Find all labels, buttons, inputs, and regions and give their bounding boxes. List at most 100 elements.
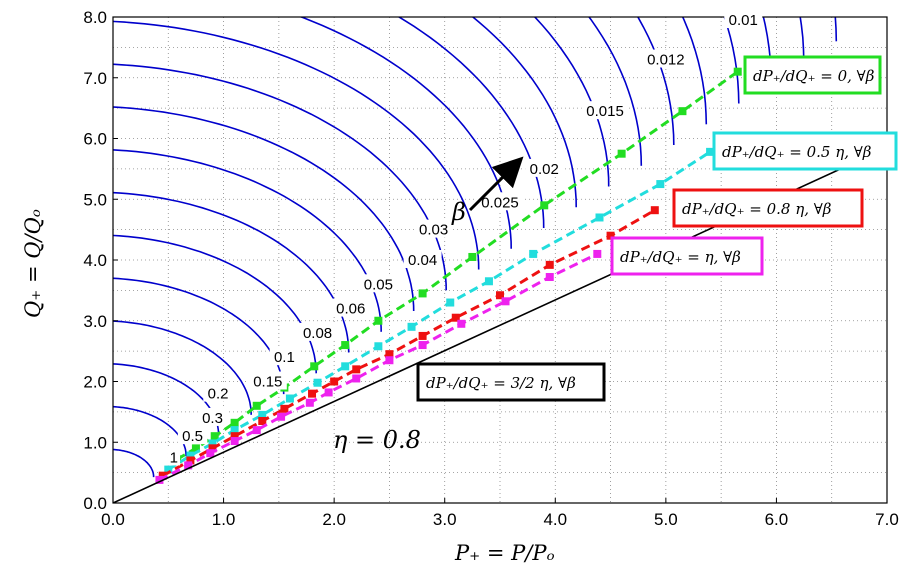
series-marker — [341, 341, 350, 350]
contour-line — [113, 320, 252, 415]
legend-box-text-magenta: dP₊/dQ₊ = η, ∀β — [620, 248, 741, 266]
contour-label: 0.03 — [419, 222, 448, 239]
series-marker — [606, 231, 615, 240]
series-marker — [457, 319, 466, 328]
legend-box-red — [672, 188, 864, 228]
contour-line — [681, 17, 708, 125]
series-marker — [484, 277, 493, 286]
contour-label: 0.015 — [586, 103, 624, 120]
contour-label-bg — [724, 10, 763, 29]
legend-box-magenta — [610, 236, 764, 276]
contour-line — [533, 17, 610, 187]
series-marker — [733, 67, 742, 76]
series-marker — [385, 350, 394, 359]
legend-box-text-cyan: dP₊/dQ₊ = 0.5 η, ∀β — [722, 143, 872, 161]
series-marker — [706, 147, 715, 156]
contour-label: 1 — [170, 449, 178, 466]
series-marker — [208, 444, 217, 453]
contour-label-bg — [167, 447, 181, 466]
series-marker — [208, 439, 217, 448]
contour-label: 0.3 — [202, 410, 223, 427]
contour-label: 0.15 — [253, 374, 282, 391]
contour-label-bg — [414, 219, 453, 238]
series-marker — [230, 432, 239, 441]
x-tick-label: 3.0 — [433, 510, 457, 529]
x-tick-label: 6.0 — [765, 510, 789, 529]
contour-label: 0.012 — [647, 52, 685, 69]
series-marker — [308, 389, 317, 398]
series-marker — [191, 444, 200, 453]
series-marker — [656, 180, 665, 189]
beta-arrow — [468, 156, 524, 212]
series-marker — [277, 412, 286, 421]
series-marker — [418, 331, 427, 340]
legend-box-black — [416, 362, 606, 402]
series-marker — [230, 418, 239, 427]
legend-box-cyan — [712, 131, 898, 171]
contour-label: 0.05 — [364, 276, 393, 293]
series-marker — [184, 461, 193, 470]
legend-box-green — [743, 55, 882, 95]
series-marker — [678, 107, 687, 116]
series-marker — [258, 416, 267, 425]
y-tick-label: 6.0 — [83, 130, 107, 149]
beta-label: β — [451, 198, 466, 226]
legend-box-text-red: dP₊/dQ₊ = 0.8 η, ∀β — [682, 200, 832, 218]
contour-line — [471, 17, 577, 208]
series-marker — [418, 289, 427, 298]
series-marker — [155, 475, 164, 484]
series-marker — [468, 252, 477, 261]
series-marker — [540, 201, 549, 210]
y-tick-label: 5.0 — [83, 190, 107, 209]
series-marker — [252, 401, 261, 410]
series-marker — [595, 213, 604, 222]
contour-line — [113, 20, 480, 270]
legend-box-text-green: dP₊/dQ₊ = 0, ∀β — [753, 67, 875, 85]
contour-label: 0.025 — [481, 194, 519, 211]
series-marker — [352, 374, 361, 383]
series-marker — [330, 377, 339, 386]
contour-label-bg — [642, 49, 690, 68]
contour-line — [113, 106, 415, 312]
series-marker — [313, 378, 322, 387]
contour-line — [397, 17, 545, 229]
series-marker — [385, 356, 394, 365]
x-tick-label: 2.0 — [322, 510, 346, 529]
contour-line — [636, 17, 675, 146]
contour-label: 0.01 — [729, 12, 758, 29]
contour-label: 0.2 — [208, 386, 229, 403]
series-marker — [206, 449, 215, 458]
series-marker — [341, 362, 350, 371]
axis-ticks: 0.0 1.0 2.0 3.0 4.0 5.0 6.0 7.0 0.0 1.0 2.0 3.0 4.0 5… — [83, 8, 898, 529]
x-tick-label: 4.0 — [543, 510, 567, 529]
y-tick-label: 1.0 — [83, 433, 107, 452]
contour-label-bg — [525, 158, 564, 177]
contour-label-bg — [476, 192, 524, 211]
y-tick-label: 0.0 — [83, 494, 107, 513]
contour-line — [588, 17, 643, 166]
series-marker — [324, 388, 333, 397]
contour-label-bg — [197, 407, 228, 426]
series-marker — [407, 322, 416, 331]
eta-label: η = 0.8 — [333, 426, 421, 454]
y-tick-label: 4.0 — [83, 251, 107, 270]
contour-labels: 0.010.0120.0150.020.0250.030.040.050.060… — [167, 10, 763, 466]
series-marker — [529, 249, 538, 258]
series-marker — [186, 456, 195, 465]
series-marker — [545, 273, 554, 282]
series-line — [167, 150, 711, 471]
series-marker — [310, 362, 319, 371]
y-tick-label: 2.0 — [83, 373, 107, 392]
x-tick-label: 0.0 — [101, 510, 125, 529]
contour-label-bg — [203, 383, 233, 402]
x-tick-label: 7.0 — [875, 510, 899, 529]
series-marker — [230, 437, 239, 446]
x-tick-label: 1.0 — [212, 510, 236, 529]
series-marker — [258, 410, 267, 419]
y-tick-label: 7.0 — [83, 69, 107, 88]
series-marker — [496, 291, 504, 300]
series-marker — [230, 426, 239, 435]
series-marker — [418, 341, 427, 350]
contour-label-bg — [298, 322, 337, 341]
